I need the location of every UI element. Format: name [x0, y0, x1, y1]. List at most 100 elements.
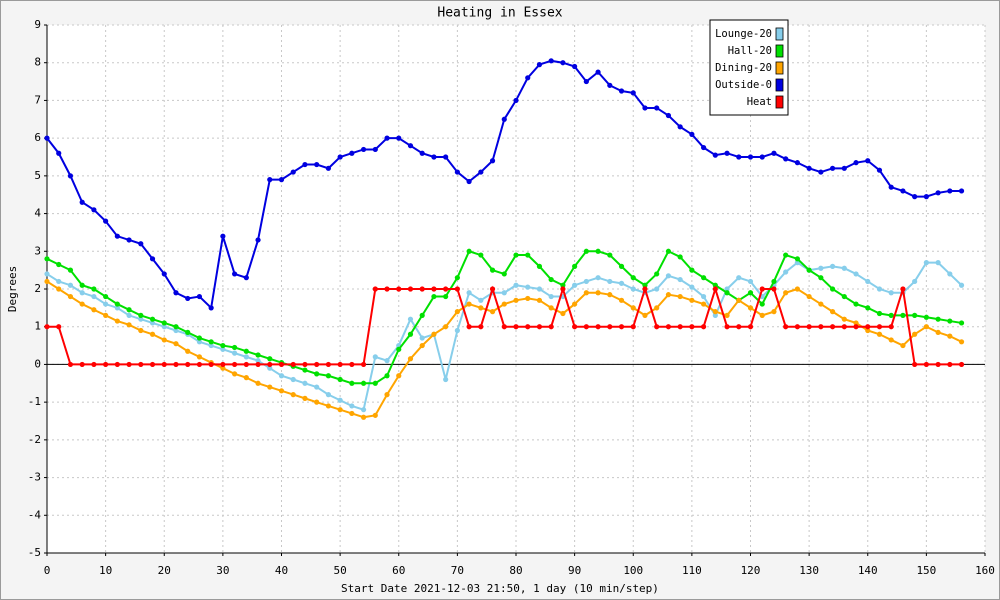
data-point: [865, 324, 871, 330]
data-point: [454, 275, 460, 281]
data-point: [360, 407, 367, 413]
data-point: [841, 316, 847, 322]
data-point: [290, 169, 296, 175]
data-point: [56, 286, 62, 292]
data-point: [302, 361, 308, 368]
data-point: [548, 324, 554, 330]
data-point: [103, 218, 109, 224]
data-point: [935, 329, 941, 335]
data-point: [337, 407, 343, 413]
data-point: [501, 116, 507, 122]
data-point: [220, 342, 226, 349]
data-point: [654, 305, 660, 311]
data-point: [243, 354, 249, 360]
data-point: [912, 278, 918, 285]
data-point: [525, 295, 531, 302]
data-point: [677, 324, 683, 330]
data-point: [360, 380, 367, 386]
data-point: [349, 150, 355, 156]
legend-label: Outside-0: [715, 79, 772, 91]
data-point: [243, 375, 249, 381]
data-point: [114, 233, 120, 239]
data-point: [595, 290, 601, 296]
data-point: [947, 361, 953, 368]
data-point: [794, 160, 801, 166]
data-point: [712, 152, 718, 158]
y-tick-label: -4: [28, 508, 42, 521]
data-point: [665, 273, 672, 279]
data-point: [67, 267, 74, 273]
data-point: [208, 305, 214, 311]
data-point: [853, 320, 859, 326]
data-point: [747, 278, 754, 285]
data-point: [79, 199, 85, 205]
data-point: [91, 307, 97, 313]
data-point: [478, 252, 484, 258]
data-point: [583, 248, 589, 254]
data-point: [947, 333, 953, 339]
data-point: [689, 284, 695, 290]
data-point: [325, 392, 331, 398]
data-point: [56, 278, 62, 285]
data-point: [513, 282, 519, 288]
data-point: [829, 286, 836, 292]
data-point: [443, 324, 449, 330]
data-point: [103, 293, 109, 300]
data-point: [489, 286, 496, 292]
data-point: [114, 318, 120, 324]
data-point: [794, 256, 801, 262]
data-point: [548, 305, 554, 311]
data-point: [958, 188, 965, 194]
data-point: [865, 305, 871, 311]
data-point: [196, 293, 203, 300]
data-point: [935, 260, 941, 266]
y-tick-label: 3: [34, 244, 41, 257]
x-tick-label: 50: [334, 564, 347, 577]
data-point: [220, 346, 226, 352]
data-point: [161, 361, 167, 368]
data-point: [466, 301, 472, 307]
data-point: [806, 165, 812, 171]
data-point: [747, 154, 754, 160]
data-point: [912, 312, 918, 318]
x-tick-label: 80: [509, 564, 522, 577]
data-point: [712, 312, 718, 318]
x-tick-label: 140: [858, 564, 878, 577]
data-point: [114, 361, 120, 368]
data-point: [478, 169, 484, 175]
data-point: [724, 150, 730, 156]
data-point: [161, 337, 167, 343]
series-layer: [44, 58, 965, 420]
data-point: [560, 310, 566, 317]
y-tick-label: 7: [34, 93, 41, 106]
data-point: [196, 361, 203, 368]
data-point: [876, 286, 883, 292]
data-point: [923, 194, 929, 200]
data-point: [912, 194, 918, 200]
data-point: [572, 263, 578, 269]
data-point: [912, 361, 918, 368]
data-point: [255, 237, 261, 243]
data-point: [701, 301, 707, 307]
data-point: [912, 331, 918, 337]
legend-swatch: [775, 61, 784, 75]
data-point: [454, 309, 460, 315]
data-point: [689, 267, 695, 273]
data-point: [91, 361, 97, 368]
data-point: [44, 271, 50, 277]
data-point: [806, 267, 812, 273]
data-point: [525, 284, 531, 290]
x-tick-label: 120: [741, 564, 761, 577]
y-tick-label: 9: [34, 18, 41, 31]
data-point: [630, 324, 636, 330]
data-point: [396, 286, 402, 292]
data-point: [501, 290, 507, 296]
data-point: [349, 403, 355, 409]
data-point: [583, 324, 589, 330]
data-point: [290, 361, 296, 368]
data-point: [372, 146, 378, 153]
data-point: [900, 286, 906, 292]
data-point: [759, 312, 765, 318]
data-point: [407, 286, 414, 292]
legend-label: Lounge-20: [715, 28, 772, 40]
